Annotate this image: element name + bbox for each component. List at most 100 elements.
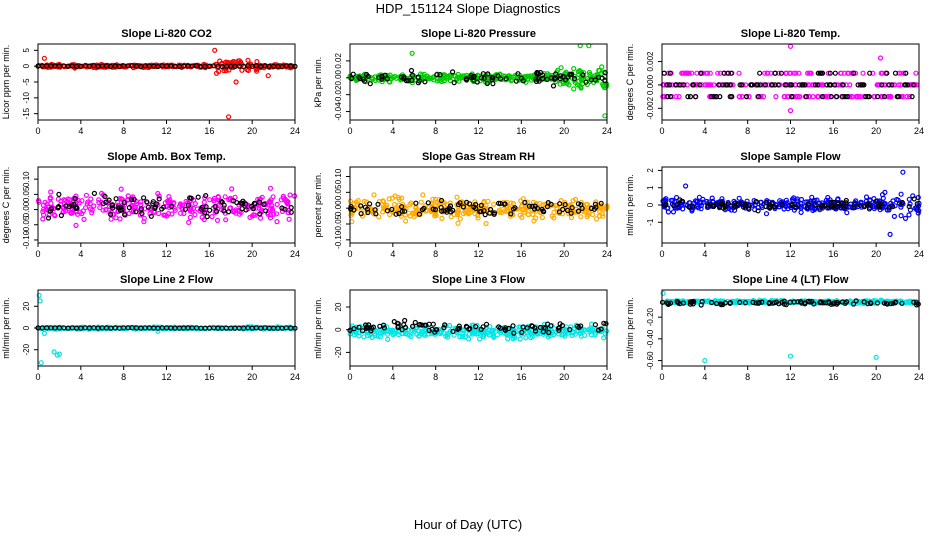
data-point — [258, 215, 264, 221]
data-point — [571, 86, 577, 92]
data-point — [129, 197, 135, 203]
data-point — [511, 330, 517, 336]
data-point — [793, 70, 799, 76]
data-point — [722, 203, 728, 210]
data-point — [595, 327, 602, 333]
data-point — [434, 72, 440, 78]
data-point — [494, 332, 500, 338]
data-point — [416, 322, 422, 328]
data-point — [699, 82, 705, 88]
x-tick-label: 12 — [473, 249, 483, 259]
data-point — [686, 204, 692, 210]
y-axis-label: percent per min. — [313, 172, 323, 237]
data-point — [867, 300, 874, 306]
data-point — [772, 82, 778, 88]
data-point — [156, 210, 162, 217]
data-point — [863, 194, 870, 200]
y-tick-label: -0.02 — [334, 85, 343, 104]
data-point — [419, 207, 426, 213]
data-point — [505, 336, 511, 342]
data-point — [182, 206, 188, 212]
x-tick-label: 0 — [659, 249, 664, 259]
data-point — [460, 204, 466, 210]
data-point — [573, 209, 579, 215]
data-point — [396, 195, 402, 201]
data-point — [398, 74, 405, 80]
data-point — [464, 77, 470, 83]
data-point — [598, 326, 604, 332]
data-point — [718, 200, 725, 206]
data-point — [890, 198, 896, 204]
data-point — [881, 82, 887, 88]
data-point — [52, 213, 58, 219]
x-tick-label: 4 — [390, 249, 395, 259]
y-axis-label: ml/min per min. — [625, 174, 635, 236]
data-point — [825, 70, 831, 76]
data-point — [582, 209, 588, 215]
data-point — [529, 323, 536, 329]
series-mean — [659, 298, 921, 308]
data-point — [221, 67, 227, 74]
data-point — [531, 218, 537, 224]
data-point — [466, 331, 472, 337]
x-tick-label: 20 — [559, 372, 569, 382]
x-tick-label: 16 — [828, 249, 838, 259]
data-point — [141, 219, 147, 225]
data-point — [717, 204, 723, 210]
data-point — [828, 199, 834, 205]
data-point — [370, 324, 376, 330]
x-tick-label: 20 — [247, 249, 257, 259]
data-point — [118, 186, 124, 192]
data-point — [711, 93, 717, 100]
y-axis-label: Licor ppm per min. — [1, 45, 11, 120]
data-point — [577, 330, 584, 336]
data-point — [550, 83, 557, 89]
data-point — [287, 192, 293, 198]
x-tick-label: 16 — [516, 126, 526, 136]
data-point — [578, 202, 584, 208]
data-point — [380, 198, 386, 204]
data-point — [473, 324, 479, 330]
data-point — [873, 198, 879, 205]
data-point — [471, 73, 477, 79]
data-point — [434, 199, 440, 205]
data-point — [483, 321, 490, 327]
data-point — [213, 70, 220, 76]
data-point — [825, 194, 831, 201]
data-point — [660, 290, 666, 296]
data-point — [824, 82, 830, 88]
data-point — [108, 211, 114, 218]
data-point — [460, 73, 466, 79]
plot-frame — [37, 43, 296, 121]
x-tick-label: 12 — [161, 372, 171, 382]
data-point — [586, 204, 592, 210]
data-point — [148, 213, 154, 219]
data-point — [133, 209, 139, 215]
data-point — [387, 76, 394, 82]
data-point — [257, 211, 263, 217]
data-point — [832, 82, 838, 88]
panel-title: Slope Line 4 (LT) Flow — [733, 274, 849, 286]
x-tick-label: 20 — [559, 249, 569, 259]
data-point — [528, 335, 534, 341]
x-tick-label: 0 — [347, 126, 352, 136]
x-tick-label: 0 — [659, 372, 664, 382]
data-point — [402, 324, 408, 331]
data-point — [447, 77, 453, 84]
data-point — [518, 198, 524, 204]
data-point — [699, 299, 705, 305]
data-point — [909, 93, 915, 100]
data-point — [412, 319, 418, 326]
y-tick-label: -0.40 — [646, 329, 655, 348]
data-point — [204, 214, 210, 220]
data-point — [191, 325, 198, 331]
data-point — [602, 113, 608, 119]
data-point — [713, 300, 720, 307]
data-point — [520, 324, 526, 330]
data-point — [670, 209, 677, 215]
data-point — [544, 76, 550, 83]
data-point — [817, 70, 823, 76]
data-point — [187, 214, 193, 220]
data-point — [843, 200, 849, 206]
data-point — [66, 203, 72, 209]
